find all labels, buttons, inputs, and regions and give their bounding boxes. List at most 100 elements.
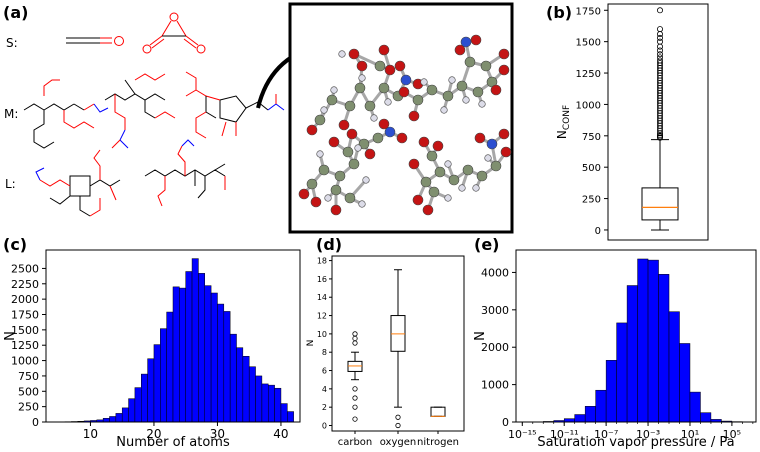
plot-b-frame bbox=[607, 3, 709, 241]
panel-b-label: (b) bbox=[546, 3, 572, 22]
plot-d-carbon-outlier-5 bbox=[352, 335, 358, 342]
plot-c-bar bbox=[141, 373, 148, 423]
atom-c bbox=[442, 90, 454, 102]
atom-h bbox=[472, 184, 480, 192]
atom-c bbox=[334, 170, 346, 182]
plot-c-ytick-label-4: 1000 bbox=[11, 355, 39, 368]
plot-b-ytick-label-2: 500 bbox=[582, 163, 601, 174]
plot-e-bar bbox=[595, 389, 607, 423]
plot-e-ytick-label-1: 1000 bbox=[481, 379, 509, 392]
plot-e-bar bbox=[616, 322, 628, 423]
plot-e-bar bbox=[647, 259, 659, 423]
plot-c-bar bbox=[128, 398, 136, 423]
plot-c-bar bbox=[109, 416, 117, 423]
atom-h bbox=[358, 74, 366, 82]
atom-h bbox=[440, 106, 448, 114]
atom-c bbox=[426, 150, 438, 162]
atom-c bbox=[354, 82, 366, 94]
plot-e-frame bbox=[515, 249, 757, 423]
plot-d-ytick-label-3: 6 bbox=[322, 367, 327, 376]
plot-e-xtick-label-0: 10⁻¹⁵ bbox=[508, 428, 537, 441]
plot-b-ytick-label-4: 1000 bbox=[576, 100, 601, 111]
row-label-l: L: bbox=[5, 177, 16, 191]
atom-h bbox=[362, 176, 370, 184]
atom-h bbox=[484, 154, 492, 162]
plot-c-bar bbox=[274, 387, 282, 423]
plot-c-bar bbox=[204, 285, 212, 423]
plot-c-xtick-label-0: 10 bbox=[83, 427, 98, 441]
atom-o bbox=[384, 64, 396, 76]
plot-b-outlier-31 bbox=[657, 60, 664, 67]
plot-d-nitrogen-box bbox=[430, 406, 446, 417]
plot-c-bar bbox=[248, 366, 256, 423]
plot-b-outlier-37 bbox=[657, 38, 664, 45]
plot-c-bar bbox=[191, 258, 199, 423]
atom-h bbox=[458, 184, 466, 192]
s-molecule-1 bbox=[66, 36, 124, 46]
plot-b-ylabel: NCONF bbox=[555, 105, 572, 139]
atom-c bbox=[326, 94, 338, 106]
plot-d-ytick-label-5: 10 bbox=[317, 330, 327, 339]
plot-c-bar bbox=[179, 287, 186, 423]
atom-o bbox=[346, 128, 358, 140]
plot-b-outlier-36 bbox=[657, 43, 664, 50]
plot-b-outlier-33 bbox=[657, 54, 664, 61]
m-molecule-1 bbox=[23, 79, 109, 149]
atom-c bbox=[318, 164, 330, 176]
row-label-s: S: bbox=[6, 36, 18, 50]
plot-e-xtick-label-4: 10¹ bbox=[681, 428, 699, 441]
plot-c-bar bbox=[242, 356, 250, 423]
plot-b-outlier-32 bbox=[657, 57, 664, 64]
plot-d-ytick-label-7: 14 bbox=[317, 293, 327, 302]
plot-e-xlabel: Saturation vapor pressure / Pa bbox=[537, 435, 734, 450]
atom-o bbox=[348, 48, 360, 60]
plot-b-ytick-label-0: 0 bbox=[595, 226, 601, 237]
atom-o bbox=[328, 136, 340, 148]
atom-c bbox=[348, 158, 360, 170]
plot-c-bar bbox=[280, 403, 288, 423]
atom-h bbox=[420, 78, 428, 86]
plot-e-bar bbox=[700, 412, 712, 423]
plot-c-bar bbox=[198, 273, 205, 423]
plot-e-ytick-label-0: 0 bbox=[502, 416, 509, 429]
plot-d-carbon-outlier-6 bbox=[352, 331, 358, 337]
atom-h bbox=[444, 160, 452, 168]
conformer-3 bbox=[298, 118, 408, 216]
atom-o bbox=[408, 110, 420, 122]
plot-c-ytick-label-1: 250 bbox=[18, 401, 39, 414]
atom-c bbox=[330, 184, 342, 196]
plot-e-bar bbox=[679, 343, 691, 423]
plot-b-marks bbox=[641, 7, 679, 231]
plot-b-ytick-label-3: 750 bbox=[582, 132, 601, 143]
plot-d-carbon-outlier-4 bbox=[352, 340, 358, 346]
plot-c-bar bbox=[268, 384, 275, 423]
plot-c-ytick-label-5: 1250 bbox=[11, 339, 39, 352]
atom-o bbox=[356, 60, 368, 72]
plot-c-bar bbox=[172, 286, 180, 423]
conformer-structures bbox=[298, 34, 512, 216]
atom-o bbox=[396, 132, 408, 144]
panel-b: (b) 0 250 500 750 1000 1250 1500 1750 NCONF bbox=[546, 3, 709, 241]
atom-o bbox=[306, 124, 318, 136]
plot-c-bar bbox=[134, 387, 142, 423]
plot-e-ytick-label-3: 3000 bbox=[481, 304, 509, 317]
atom-o bbox=[412, 194, 424, 206]
atom-o bbox=[378, 44, 390, 56]
panel-c: (c) 10 20 30 40 0 250 500 750 1000 1250 1500 1750 20… bbox=[3, 235, 301, 450]
plot-c-ytick-label-8: 2000 bbox=[11, 293, 39, 306]
plot-b-y-axis: 0 250 500 750 1000 1250 1500 1750 bbox=[576, 6, 608, 237]
atom-c bbox=[428, 186, 440, 198]
atom-h bbox=[358, 200, 366, 208]
atom-o bbox=[470, 34, 482, 46]
plot-d-ytick-label-6: 12 bbox=[317, 312, 327, 321]
plot-e-bar bbox=[689, 391, 701, 423]
atom-n bbox=[384, 126, 396, 138]
plot-d-marks bbox=[347, 269, 446, 429]
atom-c bbox=[374, 60, 386, 72]
atom-o bbox=[330, 204, 342, 216]
plot-d-ytick-label-9: 18 bbox=[317, 257, 327, 266]
plot-c-ylabel: N bbox=[3, 331, 18, 341]
atom-c bbox=[358, 138, 370, 150]
atom-c bbox=[434, 166, 446, 178]
plot-d-ytick-label-1: 2 bbox=[322, 403, 327, 412]
